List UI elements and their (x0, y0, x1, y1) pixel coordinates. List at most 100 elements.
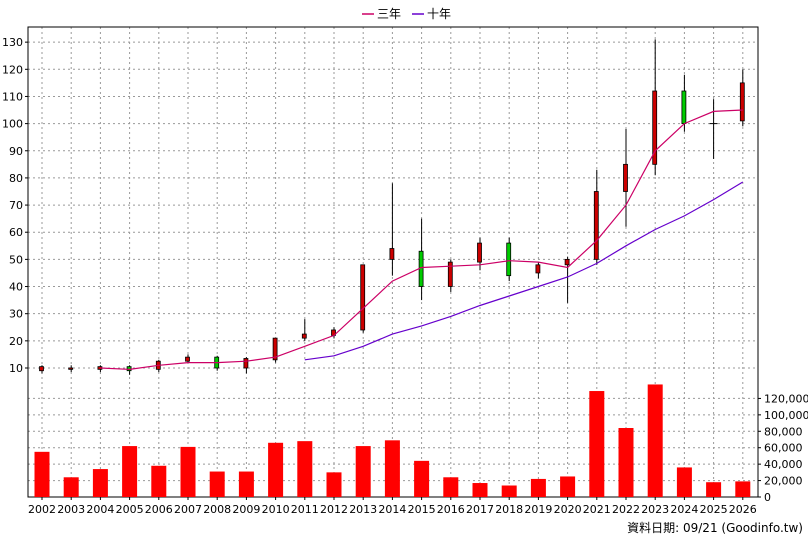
volume-bar (735, 481, 751, 497)
volume-bar (268, 442, 284, 497)
volume-axis: 0 20,000 40,000 60,000 80,000 100,000 120,000 (758, 392, 808, 504)
volume-tick-label: 80,000 (764, 425, 803, 438)
volume-bar (297, 441, 313, 497)
x-tick-label: 2003 (57, 503, 85, 516)
candle-body (389, 248, 395, 260)
candles (39, 39, 745, 375)
x-tick-label: 2023 (641, 503, 669, 516)
x-tick-label: 2006 (145, 503, 173, 516)
footer-note: 資料日期: 09/21 (Goodinfo.tw) (627, 521, 803, 535)
volume-bar (443, 477, 459, 497)
candle-body (185, 356, 190, 362)
x-tick-label: 2004 (86, 503, 114, 516)
volume-bar (63, 477, 79, 497)
x-tick-label: 2012 (320, 503, 348, 516)
price-tick-label: 10 (9, 362, 23, 375)
price-axis: 10 20 30 40 50 60 70 80 90 100 110 120 130 (2, 36, 28, 375)
candle-body (360, 264, 366, 331)
x-tick-label: 2005 (116, 503, 144, 516)
candle-body (623, 163, 628, 192)
volume-bars (34, 384, 751, 497)
price-tick-label: 130 (2, 36, 23, 49)
series-line-1 (304, 181, 744, 361)
x-tick-label: 2016 (437, 503, 465, 516)
price-tick-label: 80 (9, 172, 23, 185)
x-tick-label: 2018 (495, 503, 523, 516)
price-tick-label: 90 (9, 145, 23, 158)
price-tick-label: 70 (9, 199, 23, 212)
volume-bar (472, 483, 488, 497)
x-tick-label: 2007 (174, 503, 202, 516)
candle-body (652, 90, 658, 165)
candle-body (68, 367, 74, 370)
volume-bar (384, 440, 400, 497)
candle-body (739, 82, 745, 122)
volume-tick-label: 0 (764, 491, 771, 504)
price-tick-label: 20 (9, 335, 23, 348)
candle-body (477, 242, 482, 263)
moving-average-lines (100, 109, 744, 371)
volume-bar (560, 476, 576, 497)
volume-tick-label: 40,000 (764, 458, 803, 471)
x-tick-label: 2021 (583, 503, 611, 516)
volume-bar (706, 482, 722, 497)
volume-bar (676, 467, 692, 497)
volume-bar (501, 485, 517, 497)
volume-bar (238, 471, 254, 497)
x-tick-label: 2024 (670, 503, 698, 516)
x-tick-label: 2008 (203, 503, 231, 516)
price-tick-label: 50 (9, 253, 23, 266)
volume-bar (122, 446, 138, 497)
candle-body (535, 264, 541, 274)
volume-bar (209, 471, 225, 497)
candle-body (243, 358, 249, 369)
volume-bar (647, 384, 663, 497)
volume-tick-label: 100,000 (764, 409, 808, 422)
volume-tick-label: 20,000 (764, 475, 803, 488)
x-axis: 2002 2003 2004 2005 2006 2007 2008 2009 2010 2011… (28, 497, 757, 516)
candle-body (301, 333, 307, 339)
price-tick-label: 60 (9, 226, 23, 239)
price-tick-label: 100 (2, 118, 23, 131)
volume-bar (326, 472, 342, 497)
volume-bar (355, 446, 371, 497)
volume-bar (414, 460, 430, 497)
x-tick-label: 2015 (408, 503, 436, 516)
x-tick-label: 2025 (700, 503, 728, 516)
volume-bar (34, 451, 50, 497)
candle-body (506, 242, 512, 277)
legend-label: 三年 (377, 7, 401, 21)
candle-body (564, 258, 570, 266)
x-tick-label: 2022 (612, 503, 640, 516)
candle-body (593, 191, 599, 260)
volume-tick-label: 60,000 (764, 442, 803, 455)
grid (28, 27, 758, 498)
candle-body (39, 366, 44, 372)
x-tick-label: 2020 (554, 503, 582, 516)
x-tick-label: 2014 (378, 503, 406, 516)
price-tick-label: 30 (9, 308, 23, 321)
volume-bar (92, 469, 108, 497)
volume-bar (530, 478, 546, 497)
x-tick-label: 2017 (466, 503, 494, 516)
x-tick-label: 2013 (349, 503, 377, 516)
candle-body (447, 261, 453, 287)
x-tick-label: 2026 (729, 503, 757, 516)
x-tick-label: 2019 (524, 503, 552, 516)
volume-tick-label: 120,000 (764, 392, 808, 405)
volume-bar (618, 428, 634, 497)
price-tick-label: 120 (2, 63, 23, 76)
series-line-0 (100, 109, 743, 371)
volume-bar (180, 446, 196, 497)
candle-body (681, 90, 687, 125)
volume-bar (589, 391, 605, 497)
price-tick-label: 40 (9, 281, 23, 294)
legend-label: 十年 (427, 7, 451, 21)
x-tick-label: 2010 (262, 503, 290, 516)
x-tick-label: 2011 (291, 503, 319, 516)
x-tick-label: 2009 (232, 503, 260, 516)
volume-bar (151, 465, 167, 497)
legend: 三年 十年 (362, 7, 451, 21)
